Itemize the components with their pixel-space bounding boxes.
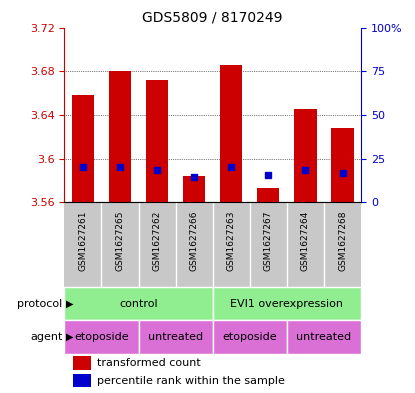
Text: GSM1627267: GSM1627267: [264, 211, 273, 271]
Bar: [139, 320, 213, 354]
Bar: [73, 356, 91, 369]
Text: GSM1627262: GSM1627262: [153, 211, 161, 271]
Text: GSM1627263: GSM1627263: [227, 211, 236, 271]
Text: etoposide: etoposide: [222, 332, 277, 342]
Bar: [220, 65, 242, 202]
Bar: [64, 320, 139, 354]
Text: control: control: [119, 299, 158, 309]
Bar: [257, 188, 279, 202]
Text: ▶: ▶: [66, 332, 74, 342]
Text: GSM1627265: GSM1627265: [115, 211, 124, 271]
Bar: [109, 71, 131, 202]
Bar: [183, 176, 205, 202]
Bar: [146, 80, 168, 202]
Text: GSM1627266: GSM1627266: [190, 211, 199, 271]
Text: percentile rank within the sample: percentile rank within the sample: [97, 376, 285, 386]
Text: agent: agent: [30, 332, 62, 342]
Bar: [64, 287, 213, 320]
Text: untreated: untreated: [296, 332, 352, 342]
Text: GSM1627264: GSM1627264: [301, 211, 310, 271]
Text: GSM1627268: GSM1627268: [338, 211, 347, 271]
Text: GSM1627261: GSM1627261: [78, 211, 88, 271]
Title: GDS5809 / 8170249: GDS5809 / 8170249: [142, 11, 283, 25]
Bar: [213, 320, 287, 354]
Bar: [213, 287, 361, 320]
Text: etoposide: etoposide: [74, 332, 129, 342]
Text: EVI1 overexpression: EVI1 overexpression: [230, 299, 343, 309]
Text: protocol: protocol: [17, 299, 62, 309]
Text: untreated: untreated: [148, 332, 203, 342]
Bar: [287, 320, 361, 354]
Text: ▶: ▶: [66, 299, 74, 309]
Bar: [294, 110, 317, 202]
Bar: [73, 374, 91, 387]
Bar: [332, 128, 354, 202]
Bar: [72, 95, 94, 202]
Text: transformed count: transformed count: [97, 358, 201, 368]
